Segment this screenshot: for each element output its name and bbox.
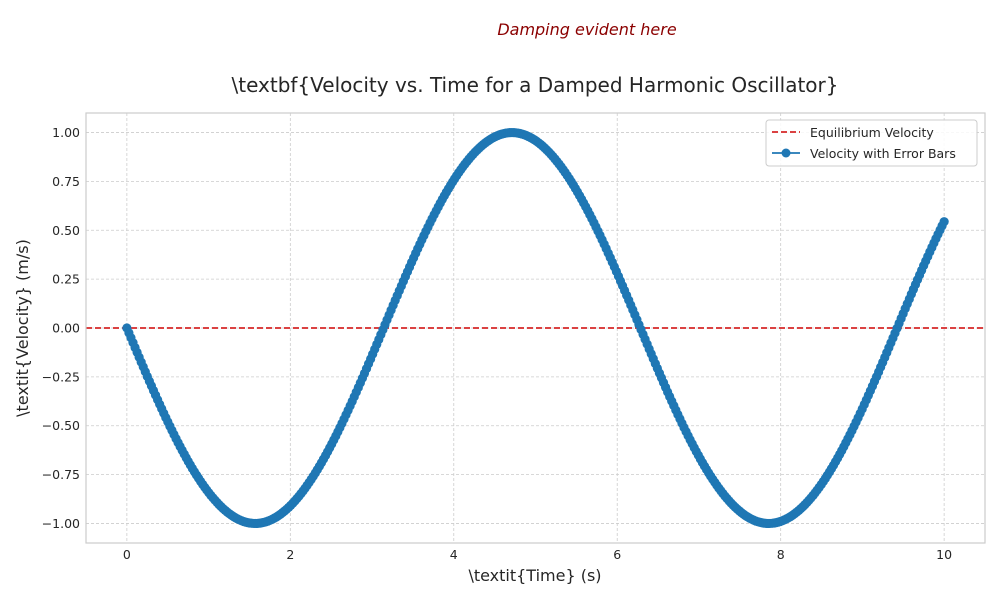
- x-tick-label: 0: [123, 547, 131, 562]
- x-tick-label: 4: [450, 547, 458, 562]
- chart-title: \textbf{Velocity vs. Time for a Damped H…: [231, 73, 838, 97]
- legend: Equilibrium Velocity Velocity with Error…: [765, 119, 978, 167]
- x-tick-label: 10: [936, 547, 952, 562]
- legend-swatch-velocity-marker: [781, 148, 791, 158]
- legend-box: [765, 119, 978, 167]
- x-tick-label: 8: [777, 547, 785, 562]
- y-tick-label: 0.50: [52, 223, 80, 238]
- y-tick-label: 0.75: [52, 174, 80, 189]
- x-axis-label: \textit{Time} (s): [468, 566, 601, 585]
- legend-label-velocity: Velocity with Error Bars: [810, 146, 956, 161]
- y-axis-label: \textit{Velocity} (m/s): [13, 239, 32, 417]
- grid-layer: [86, 113, 985, 543]
- series-layer: [122, 127, 949, 529]
- chart-annotation: Damping evident here: [497, 20, 677, 39]
- plot-frame: [85, 112, 986, 544]
- y-tick-label: −0.75: [42, 467, 80, 482]
- y-tick-label: −0.25: [42, 369, 80, 384]
- y-tick-label: 1.00: [52, 125, 80, 140]
- y-tick-label: −0.50: [42, 418, 80, 433]
- x-tick-label: 6: [613, 547, 621, 562]
- y-tick-label: 0.25: [52, 272, 80, 287]
- x-tick-label: 2: [286, 547, 294, 562]
- y-tick-label: 0.00: [52, 321, 80, 336]
- velocity-marker: [939, 217, 949, 227]
- y-tick-label: −1.00: [42, 516, 80, 531]
- tick-label-layer: 0 2 4 6 8 10 −1.00 −0.75 −0.50 −0.25 0.00 0.25 0.50 0…: [42, 125, 952, 562]
- legend-label-equilibrium: Equilibrium Velocity: [810, 125, 934, 140]
